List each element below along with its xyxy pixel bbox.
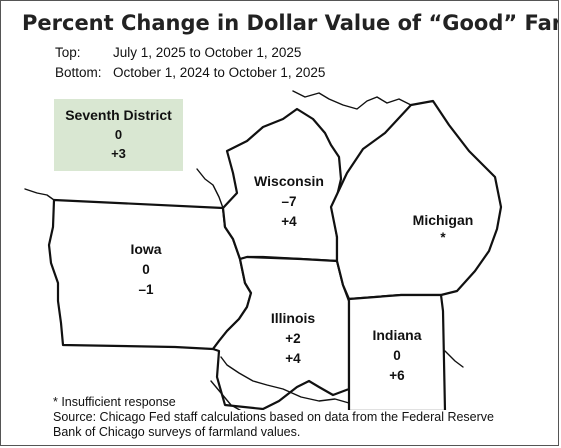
indiana-label: Indiana 0 +6 xyxy=(357,327,437,383)
source-line-1: Source: Chicago Fed staff calculations b… xyxy=(53,410,494,424)
legend-top-key: Top: xyxy=(55,45,81,60)
indiana-top-value: 0 xyxy=(393,348,401,363)
illinois-label: Illinois +2 +4 xyxy=(253,310,333,366)
legend-bottom-value: October 1, 2024 to October 1, 2025 xyxy=(113,65,326,80)
source-line-2: Bank of Chicago surveys of farmland valu… xyxy=(53,425,301,439)
wisconsin-label: Wisconsin –7 +4 xyxy=(249,173,329,229)
river-east-line xyxy=(444,350,464,368)
indiana-bottom-value: +6 xyxy=(389,368,405,383)
legend-bottom-row: Bottom: October 1, 2024 to October 1, 202… xyxy=(55,65,325,80)
wisconsin-name: Wisconsin xyxy=(254,173,324,189)
river-northwest-line xyxy=(196,168,224,209)
iowa-top-value: 0 xyxy=(142,262,150,277)
wisconsin-bottom-value: +4 xyxy=(281,214,297,229)
figure-title: Percent Change in Dollar Value of “Good”… xyxy=(22,11,558,35)
illinois-bottom-value: +4 xyxy=(285,351,301,366)
michigan-label: Michigan * xyxy=(403,212,483,245)
seventh-district-bottom-value: +3 xyxy=(111,146,126,161)
wisconsin-top-value: –7 xyxy=(281,194,297,209)
upper-peninsula-line xyxy=(292,90,412,110)
legend-top-value: July 1, 2025 to October 1, 2025 xyxy=(113,45,302,60)
seventh-district-top-value: 0 xyxy=(114,127,123,142)
iowa-bottom-value: –1 xyxy=(138,282,154,297)
michigan-top-value: * xyxy=(440,230,446,245)
iowa-label: Iowa 0 –1 xyxy=(106,241,186,297)
legend-bottom-key: Bottom: xyxy=(55,65,102,80)
river-south-line xyxy=(220,356,350,404)
illinois-top-value: +2 xyxy=(285,331,301,346)
seventh-district-box: Seventh District 0 +3 xyxy=(54,99,183,171)
footnote-insufficient: * Insufficient response xyxy=(53,395,176,409)
illinois-name: Illinois xyxy=(270,310,316,326)
michigan-shape xyxy=(329,99,503,301)
seventh-district-name: Seventh District xyxy=(65,107,172,123)
indiana-name: Indiana xyxy=(372,327,422,343)
legend-top-row: Top: July 1, 2025 to October 1, 2025 xyxy=(55,45,301,60)
michigan-name: Michigan xyxy=(412,212,474,228)
iowa-name: Iowa xyxy=(130,241,162,257)
river-west-line xyxy=(24,188,55,201)
